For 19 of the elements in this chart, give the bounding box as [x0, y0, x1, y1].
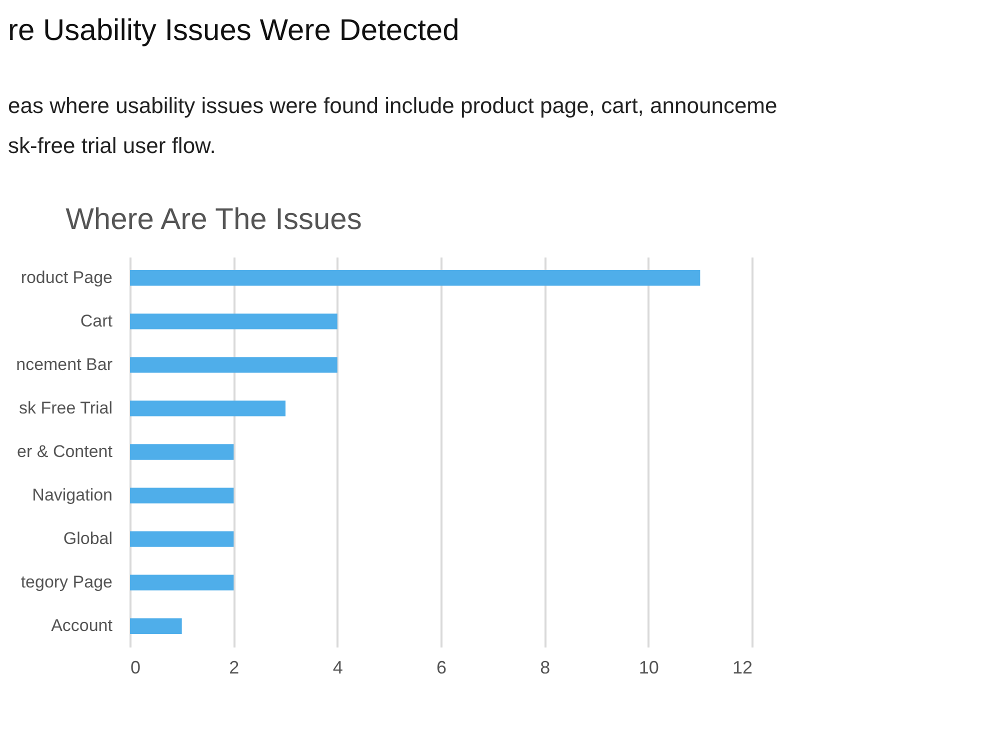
y-tick-label: ncement Bar — [16, 354, 113, 374]
x-tick-label: 10 — [638, 658, 659, 678]
x-tick-label: 12 — [732, 658, 752, 678]
y-tick-label: Global — [63, 529, 112, 548]
y-tick-label: Account — [51, 616, 113, 636]
y-tick-label: sk Free Trial — [18, 398, 112, 418]
y-tick-label: er & Content — [17, 442, 113, 461]
y-tick-label: Cart — [80, 311, 113, 330]
x-tick-label: 2 — [229, 658, 240, 678]
y-tick-label: tegory Page — [20, 572, 112, 592]
y-tick-label: roduct Page — [20, 268, 112, 287]
x-tick-label: 6 — [436, 658, 447, 678]
chart-title: re Usability Issues Were Detected — [8, 14, 460, 48]
text: Where Are The Issues — [66, 203, 362, 236]
x-tick-label: 0 — [130, 658, 141, 678]
chart-subtitle: eas where usability issues were found include product page, cart, announceme sk-free trial user flow. — [8, 92, 778, 160]
x-tick-label: 8 — [540, 658, 550, 678]
y-tick-label: Navigation — [32, 486, 112, 505]
x-tick-label: 4 — [332, 658, 343, 678]
